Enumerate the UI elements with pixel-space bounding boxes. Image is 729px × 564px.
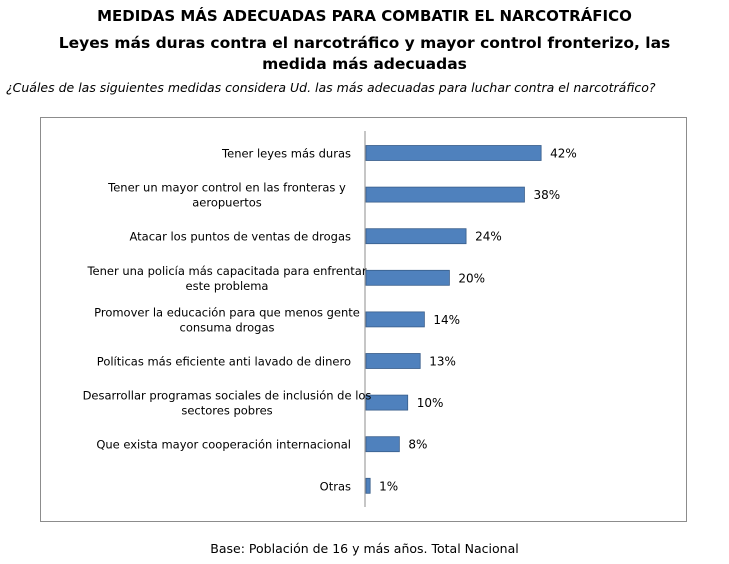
data-label: 1% [379,479,398,493]
category-label: Desarrollar programas sociales de inclus… [83,389,372,418]
data-label: 42% [550,147,577,161]
category-label: Otras [320,479,351,493]
bar [365,269,450,286]
data-label: 24% [475,230,502,244]
category-label: Promover la educación para que menos gen… [94,305,360,334]
bar [365,145,542,161]
bar-chart: 42% Tener leyes más duras 38% Tener un mayo… [83,131,577,507]
plot-area-frame [40,117,687,522]
category-label: Tener una policía más capacitada para en… [86,264,366,293]
category-label: Políticas más eficiente anti lavado de d… [97,355,351,369]
category-label: Tener un mayor control en las fronteras … [107,181,346,210]
data-label: 13% [429,355,456,369]
bar [365,353,421,369]
bar [365,477,371,494]
footer-base-note: Base: Población de 16 y más años. Total … [210,541,519,556]
data-label: 20% [458,271,485,285]
category-label: Que exista mayor cooperación internacion… [96,438,351,452]
chart-subtitle: Leyes más duras contra el narcotráfico y… [58,34,671,73]
bar [365,436,400,453]
bar [365,311,425,328]
bar [365,394,409,411]
survey-question: ¿Cuáles de las siguientes medidas consid… [6,80,656,95]
bar [365,186,525,203]
data-label: 10% [417,396,444,410]
data-label: 14% [433,313,460,327]
data-label: 8% [408,438,427,452]
category-label: Tener leyes más duras [221,147,351,161]
category-label: Atacar los puntos de ventas de drogas [129,230,351,244]
data-label: 38% [533,188,560,202]
bar [365,228,467,245]
chart-title: MEDIDAS MÁS ADECUADAS PARA COMBATIR EL N… [97,7,632,25]
